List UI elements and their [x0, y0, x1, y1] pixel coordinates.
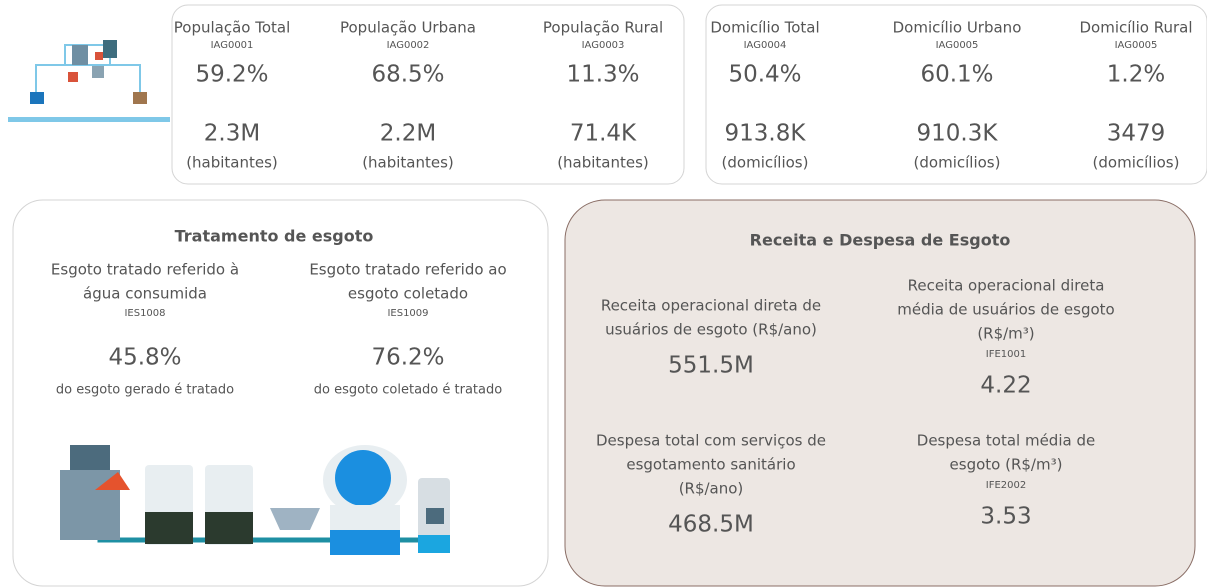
finance-panel: [564, 199, 1196, 587]
kpi-count: 2.3M: [204, 121, 260, 147]
kpi-percent: 60.1%: [920, 62, 993, 88]
finance-code: IFE2002: [986, 480, 1026, 491]
indicator-value: 76.2%: [371, 345, 444, 371]
indicator-label: água consumida: [83, 285, 207, 303]
population-card: [171, 4, 685, 185]
city-illustration: [8, 40, 170, 122]
kpi-count: 913.8K: [725, 121, 807, 147]
indicator-label: Esgoto tratado referido à: [51, 261, 239, 279]
kpi-count: 2.2M: [380, 121, 436, 147]
finance-label: Receita operacional direta: [908, 277, 1105, 295]
finance-label: média de usuários de esgoto: [897, 301, 1114, 319]
kpi-unit: (domicílios): [1093, 154, 1180, 172]
finance-label: esgotamento sanitário: [626, 456, 795, 474]
indicator-label: esgoto coletado: [348, 285, 468, 303]
treatment-illustration: [60, 445, 450, 555]
kpi-percent: 59.2%: [195, 62, 268, 88]
kpi-count: 3479: [1107, 121, 1166, 147]
finance-label: Despesa total com serviços de: [596, 432, 826, 450]
kpi-percent: 50.4%: [728, 62, 801, 88]
indicator-code: IES1008: [124, 308, 165, 319]
panel-title: Tratamento de esgoto: [175, 227, 374, 246]
kpi-percent: 11.3%: [566, 62, 639, 88]
finance-label: (R$/m³): [977, 325, 1034, 343]
kpi-code: IAG0005: [1115, 40, 1158, 51]
indicator-description: do esgoto gerado é tratado: [56, 383, 234, 398]
kpi-count: 71.4K: [570, 121, 637, 147]
kpi-percent: 68.5%: [371, 62, 444, 88]
kpi-unit: (domicílios): [722, 154, 809, 172]
finance-value: 468.5M: [668, 512, 754, 538]
finance-label: Despesa total média de: [917, 432, 1095, 450]
finance-label: usuários de esgoto (R$/ano): [605, 321, 817, 339]
kpi-code: IAG0005: [936, 40, 979, 51]
finance-label: Receita operacional direta de: [601, 297, 821, 315]
finance-label: (R$/ano): [679, 480, 744, 498]
finance-code: IFE1001: [986, 349, 1026, 360]
indicator-label: Esgoto tratado referido ao: [309, 261, 506, 279]
kpi-unit: (domicílios): [914, 154, 1001, 172]
kpi-title: População Urbana: [340, 19, 476, 37]
kpi-unit: (habitantes): [557, 154, 649, 172]
indicator-description: do esgoto coletado é tratado: [314, 383, 502, 398]
kpi-code: IAG0002: [387, 40, 430, 51]
kpi-count: 910.3K: [917, 121, 999, 147]
kpi-percent: 1.2%: [1107, 62, 1165, 88]
household-card: [705, 4, 1207, 185]
finance-value: 4.22: [980, 373, 1031, 399]
kpi-code: IAG0001: [211, 40, 254, 51]
kpi-title: População Total: [174, 19, 291, 37]
finance-value: 551.5M: [668, 353, 754, 379]
finance-value: 3.53: [980, 504, 1031, 530]
finance-label: esgoto (R$/m³): [950, 456, 1063, 474]
kpi-title: População Rural: [543, 19, 663, 37]
kpi-code: IAG0004: [744, 40, 787, 51]
indicator-value: 45.8%: [108, 345, 181, 371]
kpi-unit: (habitantes): [362, 154, 454, 172]
indicator-code: IES1009: [387, 308, 428, 319]
panel-title: Receita e Despesa de Esgoto: [750, 231, 1011, 250]
kpi-title: Domicílio Total: [710, 19, 819, 37]
kpi-title: Domicílio Rural: [1080, 19, 1193, 37]
kpi-title: Domicílio Urbano: [893, 19, 1022, 37]
kpi-unit: (habitantes): [186, 154, 278, 172]
kpi-code: IAG0003: [582, 40, 625, 51]
